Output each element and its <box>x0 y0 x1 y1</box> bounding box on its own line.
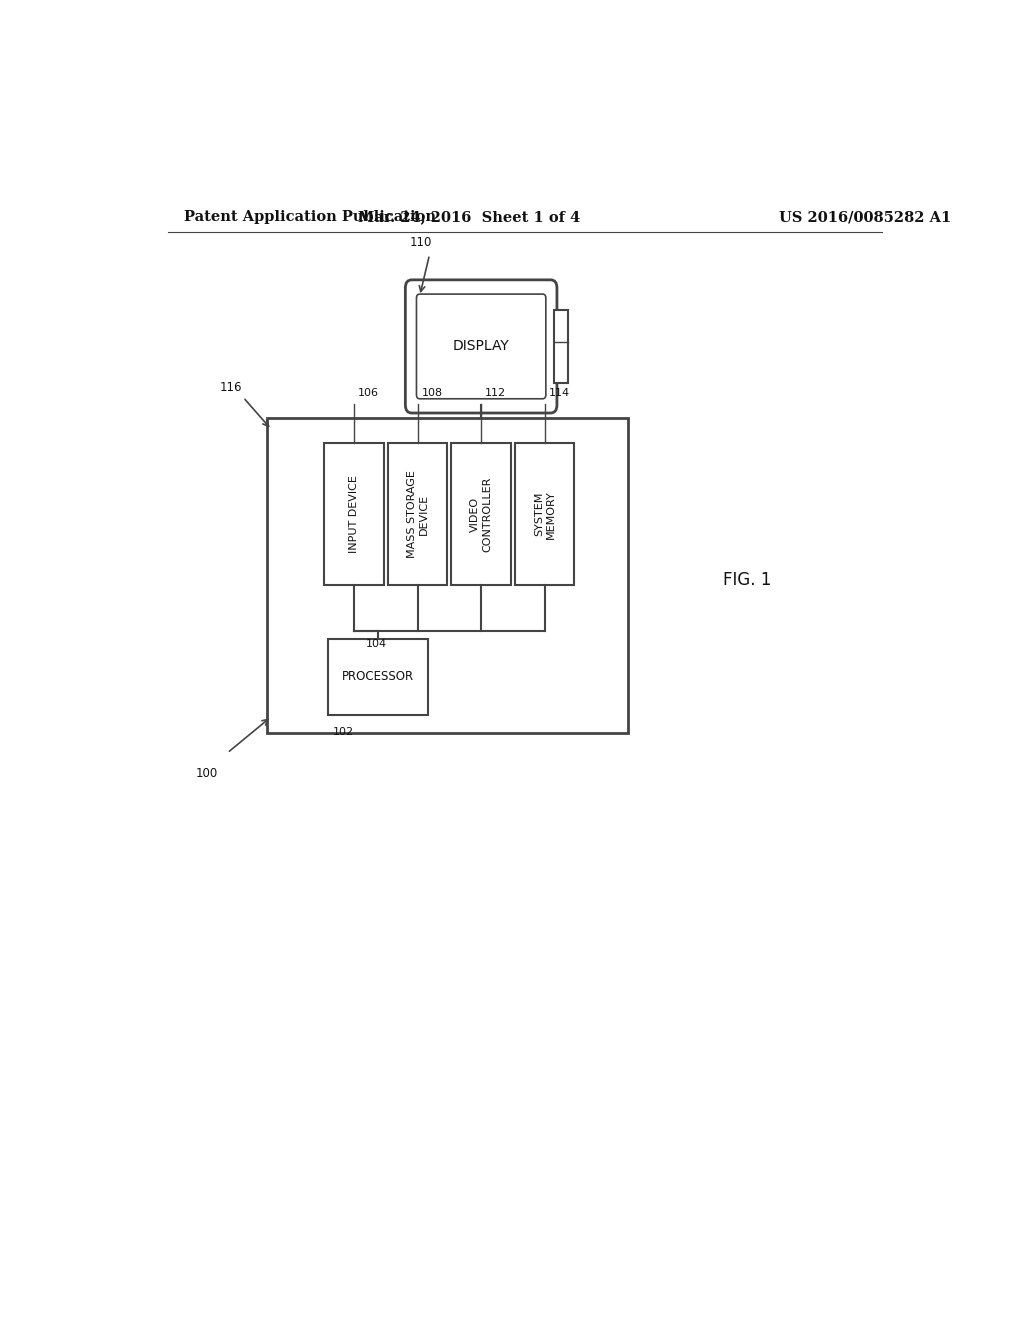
Bar <box>325 444 384 585</box>
Bar <box>388 444 447 585</box>
FancyBboxPatch shape <box>417 294 546 399</box>
Text: US 2016/0085282 A1: US 2016/0085282 A1 <box>778 210 951 224</box>
Text: SYSTEM
MEMORY: SYSTEM MEMORY <box>534 490 555 539</box>
Bar <box>515 444 574 585</box>
Text: DISPLAY: DISPLAY <box>453 339 510 354</box>
Text: 108: 108 <box>422 388 442 399</box>
Bar <box>267 417 628 733</box>
Text: 100: 100 <box>196 767 218 780</box>
Text: 110: 110 <box>410 236 432 248</box>
Text: 112: 112 <box>485 388 506 399</box>
Bar <box>329 639 428 715</box>
Bar <box>554 310 568 383</box>
Text: INPUT DEVICE: INPUT DEVICE <box>349 475 359 553</box>
Text: 104: 104 <box>367 639 387 649</box>
Text: FIG. 1: FIG. 1 <box>723 572 771 589</box>
Text: 116: 116 <box>219 380 242 393</box>
Text: 114: 114 <box>549 388 569 399</box>
FancyBboxPatch shape <box>406 280 557 413</box>
Bar <box>452 444 511 585</box>
Text: MASS STORAGE
DEVICE: MASS STORAGE DEVICE <box>407 470 428 558</box>
Text: 106: 106 <box>358 388 379 399</box>
Text: Patent Application Publication: Patent Application Publication <box>183 210 435 224</box>
Text: Mar. 24, 2016  Sheet 1 of 4: Mar. 24, 2016 Sheet 1 of 4 <box>358 210 581 224</box>
Text: 102: 102 <box>333 727 353 737</box>
Text: VIDEO
CONTROLLER: VIDEO CONTROLLER <box>470 477 492 552</box>
Text: PROCESSOR: PROCESSOR <box>342 671 414 684</box>
